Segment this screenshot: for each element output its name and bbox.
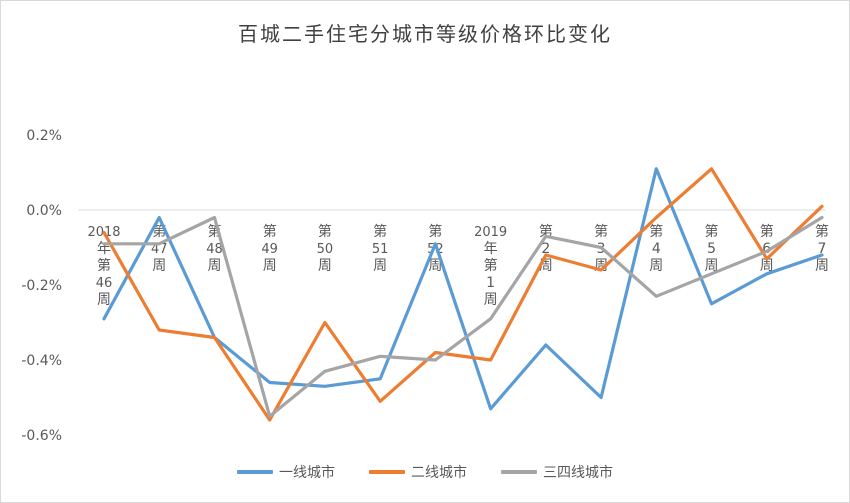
x-tick-label: 第 50 周	[317, 223, 334, 274]
x-tick-label: 第 48 周	[206, 223, 223, 274]
y-tick-label: 0.2%	[26, 128, 62, 144]
chart-title: 百城二手住宅分城市等级价格环比变化	[238, 22, 612, 46]
legend-label: 二线城市	[411, 465, 467, 481]
legend-item: 一线城市	[237, 462, 335, 482]
x-tick-label: 2019 年第 1 周	[474, 225, 507, 308]
legend-swatch	[369, 470, 405, 474]
y-tick-label: -0.2%	[21, 278, 62, 294]
series-line-1	[102, 167, 824, 411]
y-tick-label: 0.0%	[26, 203, 62, 219]
legend-swatch	[501, 470, 537, 474]
x-tick-label: 第 49 周	[261, 223, 278, 274]
x-tick-label: 第 51 周	[372, 223, 389, 274]
legend-label: 一线城市	[279, 465, 335, 481]
legend-swatch	[237, 470, 273, 474]
legend-item: 二线城市	[369, 462, 467, 482]
chart-legend: 一线城市 二线城市 三四线城市	[0, 462, 850, 482]
series-line-3	[102, 215, 824, 418]
y-tick-label: -0.6%	[21, 428, 62, 444]
series-line-2	[102, 167, 824, 422]
legend-label: 三四线城市	[543, 465, 613, 481]
y-tick-label: -0.4%	[21, 353, 62, 369]
legend-item: 三四线城市	[501, 462, 613, 482]
